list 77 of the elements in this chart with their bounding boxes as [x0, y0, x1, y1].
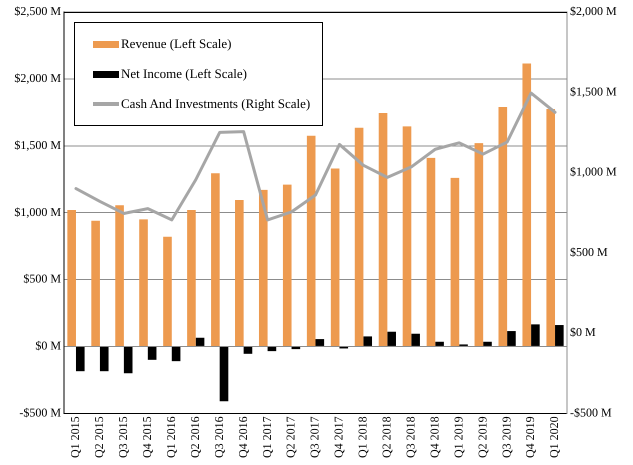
y2-tick-label: $1,000 M — [570, 164, 617, 179]
bar — [363, 336, 372, 346]
bar — [555, 325, 564, 346]
bar — [292, 346, 300, 350]
x-tick-label: Q1 2018 — [356, 416, 370, 458]
x-tick-label: Q4 2017 — [332, 416, 346, 458]
bar — [235, 200, 244, 346]
bar — [354, 128, 364, 346]
x-tick-label: Q2 2019 — [475, 416, 490, 458]
x-tick-label: Q4 2018 — [427, 416, 442, 458]
y2-tick-label: $1,500 M — [570, 84, 617, 98]
x-tick-label: Q4 2015 — [140, 416, 154, 458]
bar — [100, 346, 109, 372]
legend-label: Revenue (Left Scale) — [121, 36, 232, 52]
y-tick-label: $2,500 M — [14, 4, 62, 18]
bar — [531, 324, 540, 346]
x-tick-label: Q2 2018 — [380, 416, 394, 458]
bar — [507, 331, 516, 346]
bar — [546, 108, 556, 346]
bar — [115, 205, 124, 346]
x-tick-label: Q4 2019 — [523, 416, 538, 458]
y2-tick-label: $500 M — [570, 244, 608, 259]
y2-tick-label: $0 M — [570, 325, 596, 340]
bar — [67, 210, 76, 346]
bar — [187, 210, 196, 346]
x-tick-label: Q3 2016 — [212, 416, 226, 458]
bar — [387, 332, 396, 346]
bar — [282, 184, 292, 346]
x-tick-label: Q1 2015 — [68, 416, 82, 458]
bar — [139, 219, 148, 346]
bar — [163, 236, 172, 346]
x-tick-label: Q2 2016 — [188, 416, 202, 458]
y-tick-label: $2,000 M — [14, 71, 62, 86]
x-tick-label: Q4 2016 — [236, 416, 250, 458]
y2-tick-label: -$500 M — [570, 405, 612, 420]
y-tick-label: $1,500 M — [14, 138, 62, 152]
x-tick-label: Q3 2018 — [403, 416, 418, 458]
bar — [306, 136, 316, 346]
x-tick-label: Q1 2017 — [260, 416, 274, 458]
bar — [211, 173, 220, 346]
x-tick-label: Q1 2019 — [451, 416, 466, 458]
bar — [91, 220, 100, 346]
bar — [124, 346, 133, 374]
legend-label: Cash And Investments (Right Scale) — [121, 96, 310, 112]
y-tick-label: $1,000 M — [14, 204, 62, 219]
bar — [522, 64, 532, 346]
bar — [450, 178, 460, 346]
x-tick-label: Q3 2015 — [116, 416, 130, 458]
y-tick-label: -$500 M — [19, 405, 62, 420]
bar — [148, 346, 156, 360]
bar — [402, 126, 412, 346]
bar — [474, 143, 484, 346]
bar — [330, 168, 340, 346]
bar — [244, 346, 252, 354]
x-tick-label: Q3 2019 — [499, 416, 514, 458]
y-tick-label: $500 M — [23, 272, 62, 286]
x-tick-label: Q1 2020 — [547, 416, 562, 458]
x-tick-label: Q2 2017 — [284, 416, 298, 458]
x-tick-label: Q2 2015 — [92, 416, 106, 458]
bar — [172, 346, 180, 362]
bar — [378, 113, 388, 346]
bar — [498, 106, 508, 346]
y2-tick-label: $2,000 M — [570, 4, 617, 18]
bar — [483, 342, 492, 346]
bar — [220, 346, 228, 402]
legend-label: Net Income (Left Scale) — [121, 66, 247, 82]
bar — [435, 342, 444, 346]
bar — [316, 339, 324, 346]
bar — [258, 190, 268, 346]
bar — [196, 338, 204, 346]
x-tick-label: Q1 2016 — [164, 416, 178, 458]
x-tick-label: Q3 2017 — [308, 416, 322, 458]
bar — [76, 346, 85, 372]
bar — [268, 346, 276, 352]
bar — [426, 158, 436, 346]
y-tick-label: $0 M — [35, 338, 62, 353]
bar — [411, 334, 420, 346]
